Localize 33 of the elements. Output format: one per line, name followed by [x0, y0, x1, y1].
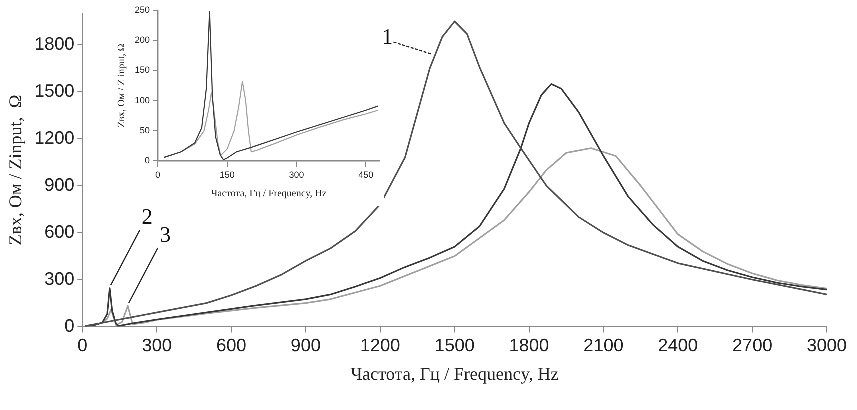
x-tick-label: 300: [289, 170, 304, 180]
y-tick-label: 1500: [34, 81, 75, 102]
y-tick-label: 100: [134, 95, 150, 106]
x-tick-label: 3000: [806, 336, 848, 356]
y-tick-label: 50: [140, 126, 150, 136]
x-tick-label: 2400: [658, 336, 698, 356]
y-tick-label: 1800: [34, 34, 75, 54]
x-tick-label: 1500: [434, 336, 475, 356]
x-tick-label: 1200: [360, 336, 400, 356]
y-tick-label: 0: [64, 316, 75, 336]
y-tick-label: 250: [134, 4, 150, 15]
x-tick-label: 600: [216, 336, 247, 356]
y-tick-label: 0: [145, 156, 150, 166]
y-tick-label: 150: [134, 65, 150, 76]
annotation: 2: [142, 204, 153, 230]
x-tick-label: 900: [290, 336, 321, 356]
y-axis-title: Zвх, Ом / Zinput, Ω: [6, 94, 26, 246]
y-tick-label: 300: [44, 268, 75, 289]
x-tick-label: 2700: [732, 336, 773, 356]
x-tick-label: 450: [358, 170, 374, 180]
y-tick-label: 1200: [34, 128, 75, 148]
annotation: 1: [382, 24, 393, 49]
annotation: 3: [160, 222, 172, 247]
x-axis-title: Частота, Гц / Frequency, Hz: [211, 188, 328, 200]
x-tick-label: 1800: [509, 336, 550, 356]
x-tick-label: 150: [220, 170, 235, 180]
y-tick-label: 600: [44, 222, 75, 242]
y-axis-title: Zвх, Ом / Z input, Ω: [116, 44, 128, 128]
x-tick-label: 0: [78, 336, 88, 356]
x-axis-title: Частота, Гц / Frequency, Hz: [350, 364, 559, 384]
x-tick-label: 0: [156, 170, 161, 180]
y-tick-label: 200: [134, 35, 150, 46]
x-tick-label: 2100: [584, 336, 624, 356]
